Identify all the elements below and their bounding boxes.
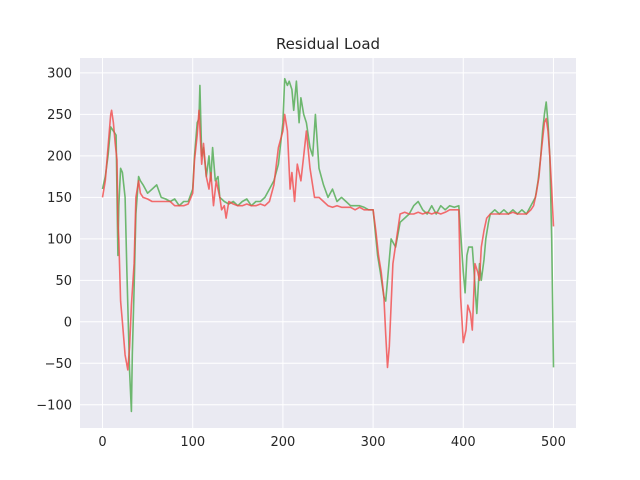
y-tick-label: 250 bbox=[47, 108, 72, 123]
y-tick-label: −50 bbox=[45, 357, 72, 372]
chart-title: Residual Load bbox=[276, 35, 380, 53]
series-line-2 bbox=[101, 109, 555, 371]
y-tick-label: 0 bbox=[64, 315, 72, 330]
x-axis-ticks: 0 100 200 300 400 500 bbox=[98, 435, 565, 450]
x-tick-label: 100 bbox=[180, 435, 205, 450]
y-tick-label: 200 bbox=[47, 149, 72, 164]
series-layer bbox=[101, 77, 555, 413]
series-line-1 bbox=[101, 77, 555, 413]
x-tick-label: 500 bbox=[541, 435, 566, 450]
x-tick-label: 300 bbox=[361, 435, 386, 450]
y-tick-label: 50 bbox=[55, 274, 72, 289]
y-axis-ticks: −100 −50 0 50 100 150 200 250 300 bbox=[36, 66, 72, 413]
y-tick-label: −100 bbox=[36, 398, 72, 413]
plot-area bbox=[80, 58, 576, 428]
y-tick-label: 150 bbox=[47, 191, 72, 206]
y-tick-label: 100 bbox=[47, 232, 72, 247]
x-tick-label: 400 bbox=[451, 435, 476, 450]
x-tick-label: 0 bbox=[98, 435, 106, 450]
y-tick-label: 300 bbox=[47, 66, 72, 81]
x-tick-label: 200 bbox=[270, 435, 295, 450]
